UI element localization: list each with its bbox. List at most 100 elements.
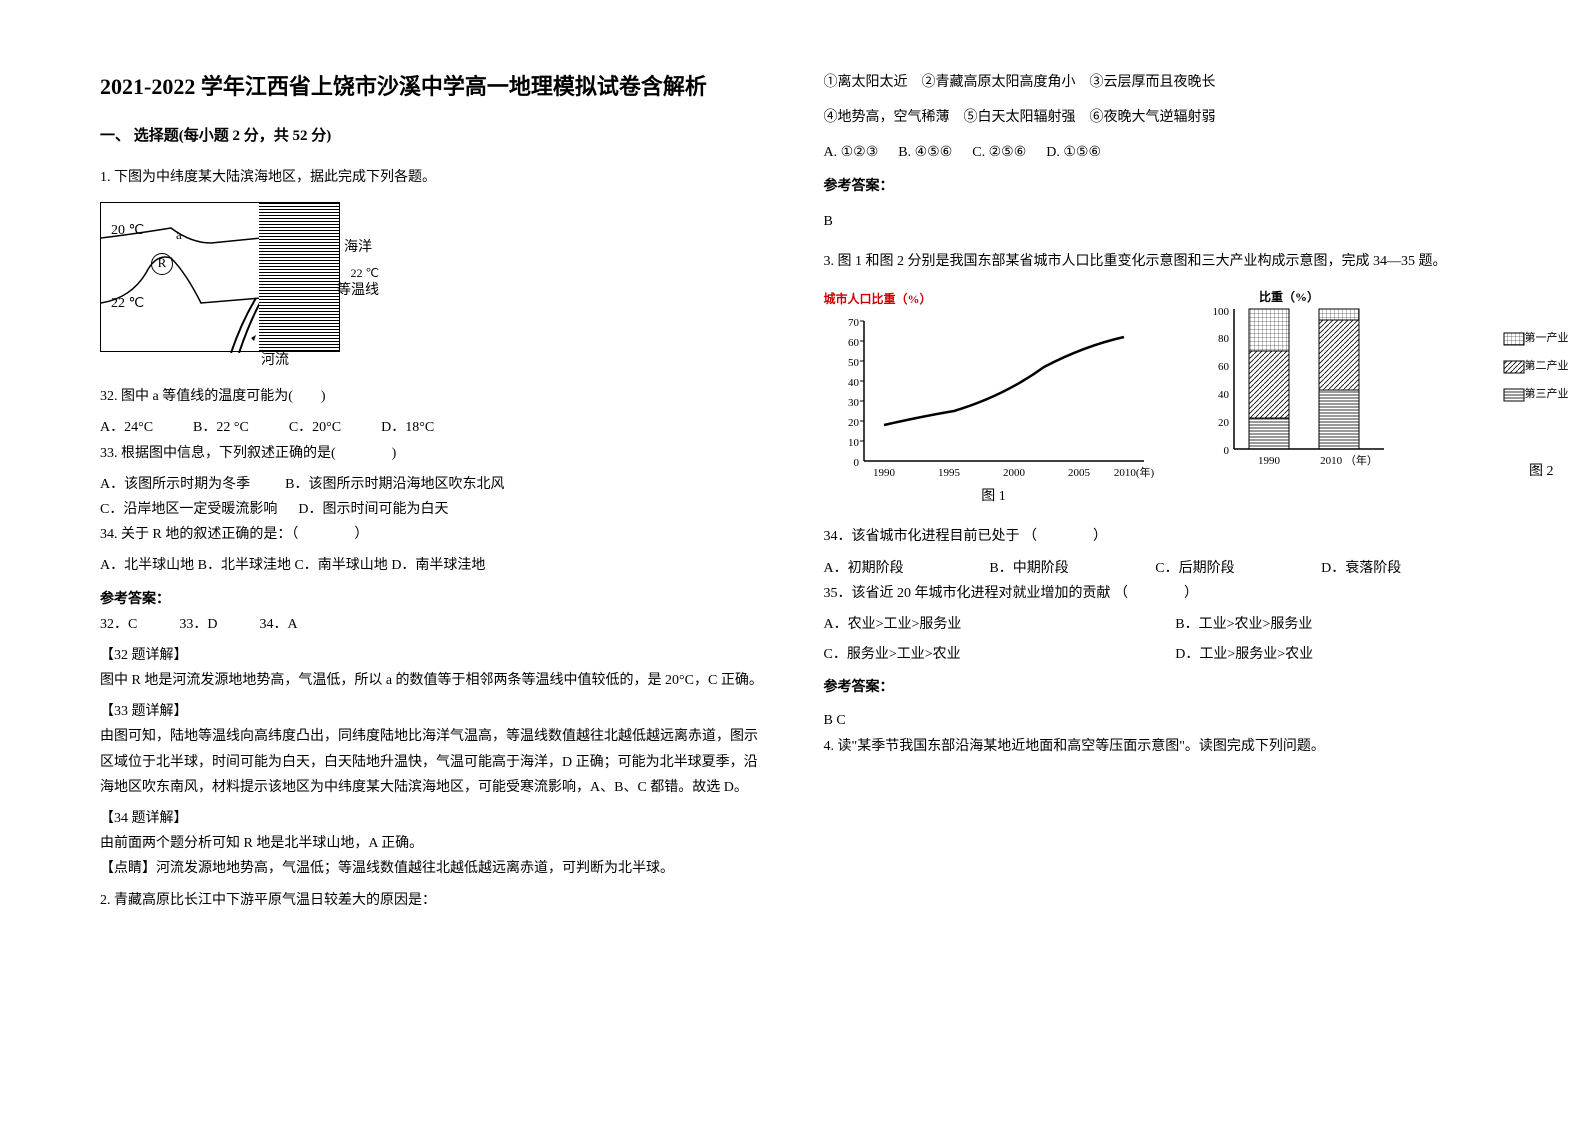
q32-options: A．24°C B．22 °C C．20°C D．18°C xyxy=(100,415,764,440)
svg-text:60: 60 xyxy=(1218,361,1230,373)
q3-34-options: A．初期阶段 B．中期阶段 C．后期阶段 D．衰落阶段 xyxy=(824,556,1488,581)
q3-35-opt-a: A．农业>工业>服务业 xyxy=(824,612,1136,637)
q34-opt-d: D．南半球洼地 xyxy=(391,558,485,573)
q34-options: A．北半球山地 B．北半球洼地 C．南半球山地 D．南半球洼地 xyxy=(100,553,764,578)
line-chart-svg: 0 10 20 30 40 50 60 70 xyxy=(824,311,1164,481)
dianjing-text: 河流发源地地势高，气温低；等温线数值越往北越低越远离赤道，可判断为北半球。 xyxy=(156,861,674,876)
q3-35: 35．该省近 20 年城市化进程对就业增加的贡献 （ ） xyxy=(824,581,1488,606)
svg-text:1995: 1995 xyxy=(938,467,961,479)
q33-opt-d: D．图示时间可能为白天 xyxy=(298,502,448,517)
q3-35-opt-d: D．工业>服务业>农业 xyxy=(1175,642,1487,667)
q33-opt-b: B．该图所示时期沿海地区吹东北风 xyxy=(285,477,504,492)
q3-answer-label: 参考答案： xyxy=(824,675,1488,700)
q2-answer: B xyxy=(824,209,1488,234)
legend-tertiary: 第三产业 xyxy=(1503,385,1569,405)
q33-opt-c: C．沿岸地区一定受暖流影响 xyxy=(100,502,277,517)
legend-primary: 第一产业 xyxy=(1503,329,1569,349)
q34-opt-a: A．北半球山地 xyxy=(100,558,194,573)
chart1-wrapper: 城市人口比重（%） 0 10 20 30 40 50 60 70 xyxy=(824,289,1164,509)
exp32: 图中 R 地是河流发源地地势高，气温低，所以 a 的数值等于相邻两条等温线中值较… xyxy=(100,668,764,693)
svg-text:20: 20 xyxy=(848,417,860,429)
svg-text:1990: 1990 xyxy=(1258,455,1281,467)
chart2-wrapper: 比重（%） 0 20 40 60 80 100 xyxy=(1194,289,1484,479)
q34-opt-c: C．南半球山地 xyxy=(294,558,387,573)
q1-intro: 1. 下图为中纬度某大陆滨海地区，据此完成下列各题。 xyxy=(100,165,764,190)
q1-answer-label: 参考答案： xyxy=(100,587,764,612)
isotherm-label: 等温线 xyxy=(337,278,379,303)
q34-opt-b: B．北半球洼地 xyxy=(198,558,291,573)
q32-opt-a: A．24°C xyxy=(100,415,153,440)
dianjing-label: 【点睛】 xyxy=(100,861,156,876)
svg-text:比重（%）: 比重（%） xyxy=(1258,289,1318,304)
svg-text:1990: 1990 xyxy=(873,467,896,479)
q3-34-opt-d: D．衰落阶段 xyxy=(1321,556,1487,581)
q3-35-opt-c: C．服务业>工业>农业 xyxy=(824,642,1136,667)
svg-text:80: 80 xyxy=(1218,333,1230,345)
page-container: 2021-2022 学年江西省上饶市沙溪中学高一地理模拟试卷含解析 一、 选择题… xyxy=(100,70,1487,919)
svg-text:100: 100 xyxy=(1212,306,1229,318)
river-label: 河流 xyxy=(261,348,289,373)
svg-text:10: 10 xyxy=(848,437,860,449)
q2-opt-c: C. ②⑤⑥ xyxy=(972,140,1026,165)
q3-35-opt-b: B．工业>农业>服务业 xyxy=(1175,612,1487,637)
line-chart: 城市人口比重（%） 0 10 20 30 40 50 60 70 xyxy=(824,289,1164,479)
q3-34: 34．该省城市化进程目前已处于 （ ） xyxy=(824,524,1488,549)
svg-text:2000: 2000 xyxy=(1003,467,1026,479)
q3-intro: 3. 图 1 和图 2 分别是我国东部某省城市人口比重变化示意图和三大产业构成示… xyxy=(824,249,1488,274)
exp33-label: 【33 题详解】 xyxy=(100,699,764,724)
q2-opt-a: A. ①②③ xyxy=(824,140,879,165)
q33-opt-a: A．该图所示时期为冬季 xyxy=(100,477,250,492)
q32: 32. 图中 a 等值线的温度可能为( ) xyxy=(100,384,764,409)
q2-reasons-2: ④地势高，空气稀薄 ⑤白天太阳辐射强 ⑥夜晚大气逆辐射弱 xyxy=(824,105,1488,130)
svg-text:60: 60 xyxy=(848,337,860,349)
q2-reasons-1: ①离太阳太近 ②青藏高原太阳高度角小 ③云层厚而且夜晚长 xyxy=(824,70,1488,95)
q33-options: A．该图所示时期为冬季 B．该图所示时期沿海地区吹东北风 xyxy=(100,472,764,497)
section-1-header: 一、 选择题(每小题 2 分，共 52 分) xyxy=(100,123,764,150)
q2-options: A. ①②③ B. ④⑤⑥ C. ②⑤⑥ D. ①⑤⑥ xyxy=(824,140,1488,165)
svg-text:2010 （年）: 2010 （年） xyxy=(1320,453,1378,467)
exp34: 由前面两个题分析可知 R 地是北半球山地，A 正确。 xyxy=(100,831,764,856)
isotherm-diagram: 20 ℃ 22 ℃ a R 海洋 22 ℃ 等温线 河流 xyxy=(100,202,340,352)
exp34-label: 【34 题详解】 xyxy=(100,806,764,831)
q34: 34. 关于 R 地的叙述正确的是：（ ） xyxy=(100,522,764,547)
q2-opt-d: D. ①⑤⑥ xyxy=(1046,140,1101,165)
q3-answer: B C xyxy=(824,708,1488,733)
q32-opt-b: B．22 °C xyxy=(193,415,249,440)
q3-charts: 城市人口比重（%） 0 10 20 30 40 50 60 70 xyxy=(824,289,1488,509)
bar-chart-legend: 第一产业 第二产业 第三产业 xyxy=(1503,329,1569,412)
svg-text:0: 0 xyxy=(853,457,859,469)
legend-primary-label: 第一产业 xyxy=(1525,329,1569,349)
svg-text:30: 30 xyxy=(848,397,860,409)
q2-answer-label: 参考答案： xyxy=(824,174,1488,199)
q2-intro: 2. 青藏高原比长江中下游平原气温日较差大的原因是： xyxy=(100,888,764,913)
legend-secondary-label: 第二产业 xyxy=(1525,357,1569,377)
exp33: 由图可知，陆地等温线向高纬度凸出，同纬度陆地比海洋气温高，等温线数值越往北越低越… xyxy=(100,724,764,800)
q2-opt-b: B. ④⑤⑥ xyxy=(898,140,952,165)
svg-text:40: 40 xyxy=(1218,389,1230,401)
svg-text:0: 0 xyxy=(1223,445,1229,457)
chart1-title: 城市人口比重（%） xyxy=(824,289,1164,311)
q32-opt-d: D．18°C xyxy=(381,415,434,440)
q3-34-opt-c: C．后期阶段 xyxy=(1155,556,1321,581)
bar-chart: 比重（%） 0 20 40 60 80 100 xyxy=(1194,289,1484,479)
dianjing: 【点睛】河流发源地地势高，气温低；等温线数值越往北越低越远离赤道，可判断为北半球… xyxy=(100,856,764,881)
chart2-caption: 图 2 xyxy=(1529,459,1554,484)
right-column: ①离太阳太近 ②青藏高原太阳高度角小 ③云层厚而且夜晚长 ④地势高，空气稀薄 ⑤… xyxy=(824,70,1488,919)
q3-34-opt-b: B．中期阶段 xyxy=(989,556,1155,581)
svg-text:70: 70 xyxy=(848,317,860,329)
svg-text:2005: 2005 xyxy=(1068,467,1091,479)
exp32-label: 【32 题详解】 xyxy=(100,643,764,668)
q33-options-2: C．沿岸地区一定受暖流影响 D．图示时间可能为白天 xyxy=(100,497,764,522)
q3-34-opt-a: A．初期阶段 xyxy=(824,556,990,581)
temp-22c: 22 ℃ xyxy=(111,291,144,316)
q1-figure: 20 ℃ 22 ℃ a R 海洋 22 ℃ 等温线 河流 xyxy=(100,202,764,352)
q33: 33. 根据图中信息，下列叙述正确的是( ) xyxy=(100,441,764,466)
point-a: a xyxy=(176,223,182,246)
exam-title: 2021-2022 学年江西省上饶市沙溪中学高一地理模拟试卷含解析 xyxy=(100,70,764,103)
ocean-label: 海洋 xyxy=(342,233,374,262)
q3-35-options: A．农业>工业>服务业 B．工业>农业>服务业 C．服务业>工业>农业 D．工业… xyxy=(824,612,1488,667)
ocean-pattern xyxy=(259,203,339,351)
q4-intro: 4. 读"某季节我国东部沿海某地近地面和高空等压面示意图"。读图完成下列问题。 xyxy=(824,734,1488,759)
svg-text:20: 20 xyxy=(1218,417,1230,429)
legend-tertiary-label: 第三产业 xyxy=(1525,385,1569,405)
